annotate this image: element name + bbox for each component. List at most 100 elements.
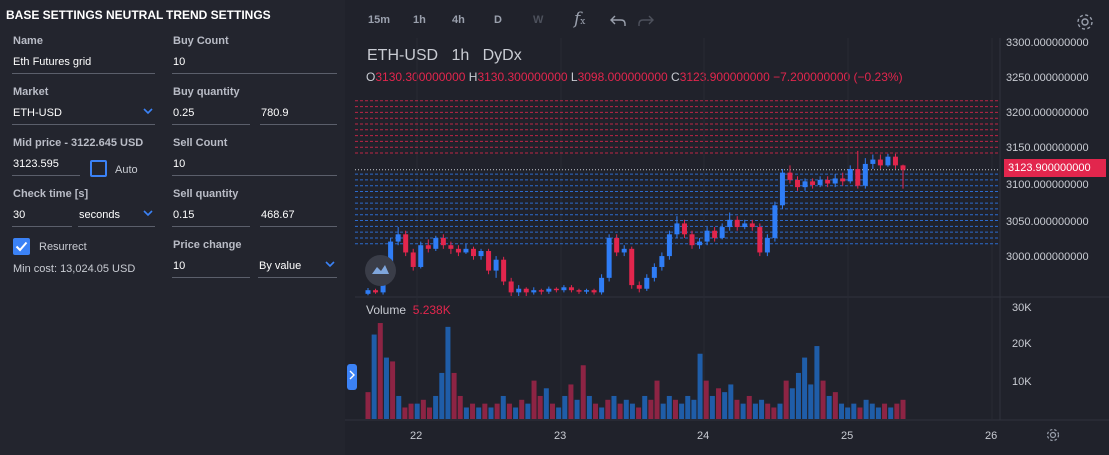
sell-quantity-field[interactable]: 0.15: [172, 203, 250, 227]
candle-body: [795, 179, 801, 188]
sell-count-field[interactable]: 10: [172, 152, 337, 176]
volume-tick-label: 30K: [1012, 302, 1032, 314]
check-time-field[interactable]: 30: [12, 203, 72, 227]
volume-tick-label: 10K: [1012, 376, 1032, 388]
volume-bar: [789, 388, 795, 419]
y-tick-label: 3200.000000000: [1006, 107, 1089, 119]
volume-bar: [752, 403, 758, 419]
volume-bar: [457, 395, 463, 419]
price-change-field[interactable]: 10: [172, 254, 250, 278]
volume-bar: [636, 407, 642, 419]
buy-count-field[interactable]: 10: [172, 50, 337, 74]
name-label: Name: [13, 35, 43, 47]
price-change-mode-select[interactable]: By value: [258, 254, 337, 278]
volume-bar: [488, 407, 494, 419]
auto-checkbox[interactable]: [90, 160, 107, 177]
volume-bar: [759, 399, 765, 419]
chart-interval: 1h: [451, 47, 470, 64]
interval-15m[interactable]: 15m: [368, 14, 391, 26]
redo-icon[interactable]: [638, 14, 654, 28]
candle-body: [599, 277, 605, 293]
candle-body: [591, 290, 597, 293]
x-tick-label: 22: [410, 430, 423, 442]
buy-quantity-field[interactable]: 0.25: [172, 101, 250, 125]
volume-bar: [863, 399, 869, 419]
check-time-label: Check time [s]: [13, 188, 89, 200]
interval-d[interactable]: D: [494, 14, 502, 26]
resurrect-checkbox[interactable]: [13, 238, 30, 255]
ohlc-h-label: H: [468, 70, 478, 84]
interval-w[interactable]: W: [533, 14, 544, 26]
check-time-unit-select[interactable]: seconds: [78, 203, 155, 227]
volume-bar: [537, 395, 543, 419]
candle-body: [712, 230, 718, 238]
sell-quantity-value-field[interactable]: 468.67: [260, 203, 337, 227]
volume-bar: [377, 323, 383, 419]
volume-bar: [691, 399, 697, 419]
buy-quantity-value-field[interactable]: 780.9: [260, 101, 337, 125]
indicators-icon[interactable]: fx: [574, 9, 585, 29]
volume-bar: [857, 407, 863, 419]
tradingview-logo[interactable]: [365, 255, 396, 286]
volume-bar: [839, 403, 845, 419]
axis-settings-gear-icon[interactable]: [1045, 427, 1061, 443]
settings-panel: BASE SETTINGS NEUTRAL TREND SETTINGS Nam…: [0, 0, 345, 455]
candle-body: [681, 223, 687, 235]
candle-body: [636, 285, 642, 289]
volume-bar: [371, 334, 377, 419]
volume-bar: [734, 399, 740, 419]
candle-body: [463, 248, 469, 253]
candle-body: [825, 179, 831, 184]
candle-body: [486, 251, 492, 271]
indicators-icon-f: f: [574, 9, 581, 29]
volume-bar: [716, 388, 722, 419]
x-tick-label: 23: [554, 430, 567, 442]
resurrect-label: Resurrect: [39, 241, 87, 253]
tradingview-logo-icon: [372, 265, 389, 274]
market-select[interactable]: ETH-USD: [12, 101, 155, 125]
x-tick-label: 26: [985, 430, 998, 442]
volume-bar: [845, 407, 851, 419]
volume-bar: [869, 403, 875, 419]
volume-bar: [383, 357, 389, 419]
auto-label: Auto: [115, 164, 138, 176]
volume-bar: [832, 392, 838, 419]
check-icon: [15, 241, 28, 252]
interval-4h[interactable]: 4h: [452, 14, 465, 26]
volume-bar: [709, 395, 715, 419]
volume-bar: [746, 395, 752, 419]
collapse-panel-handle[interactable]: [347, 364, 357, 390]
y-tick-label: 3000.000000000: [1006, 251, 1089, 263]
ohlc-change: −7.200000000 (−0.23%): [773, 70, 903, 84]
volume-bar: [543, 388, 549, 419]
settings-gear-icon[interactable]: [1075, 12, 1095, 32]
mid-price-label: Mid price - 3122.645 USD: [13, 137, 144, 149]
volume-bar: [740, 403, 746, 419]
candle-body: [546, 288, 552, 292]
undo-icon[interactable]: [610, 14, 626, 28]
market-label: Market: [13, 86, 49, 98]
candle-body: [885, 156, 891, 166]
volume-bar: [679, 403, 685, 419]
volume-bar: [894, 403, 900, 419]
candle-body: [764, 237, 770, 253]
mid-price-field[interactable]: 3123.595: [12, 152, 80, 176]
last-price-tag: 3123.900000000: [1004, 159, 1106, 177]
volume-bar: [826, 395, 832, 419]
candle-body: [365, 290, 371, 294]
volume-bar: [820, 380, 826, 419]
name-field[interactable]: Eth Futures grid: [12, 50, 155, 74]
volume-bar: [562, 395, 568, 419]
candle-body: [629, 248, 635, 286]
candle-body: [621, 248, 627, 253]
volume-bar: [660, 403, 666, 419]
volume-bar: [599, 407, 605, 419]
interval-1h[interactable]: 1h: [413, 14, 426, 26]
candle-body: [644, 277, 650, 289]
candle-body: [832, 178, 838, 184]
candle-body: [531, 290, 537, 293]
candle-body: [900, 165, 906, 170]
candle-body: [704, 230, 710, 242]
volume-bar: [882, 403, 888, 419]
